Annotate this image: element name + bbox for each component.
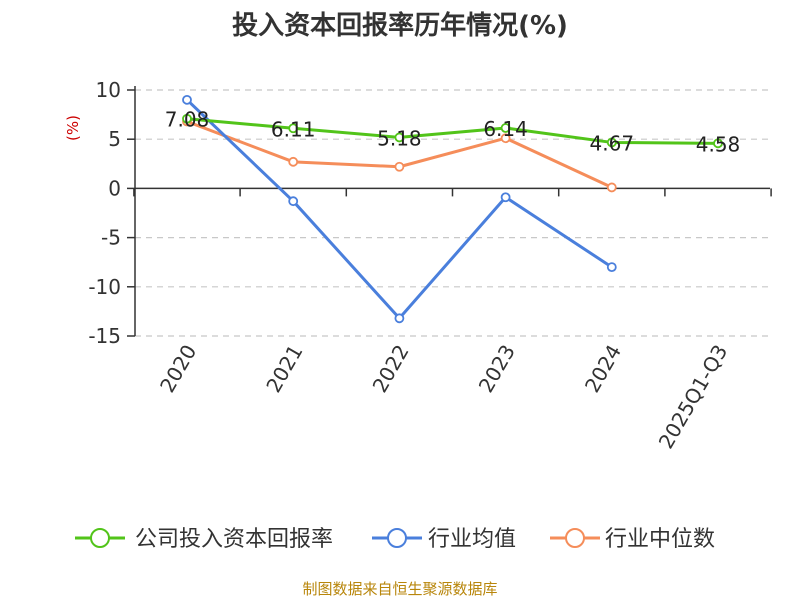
y-axis-unit-label: (%) [64,115,82,141]
data-labels: 7.08 6.11 5.18 6.14 4.67 4.58 [165,108,741,157]
series-lines [182,94,723,324]
legend: 公司投入资本回报率 行业均值 行业中位数 [75,527,715,552]
data-label: 4.67 [590,131,635,155]
legend-item: 行业中位数 [550,527,715,552]
data-label: 4.58 [696,132,741,156]
x-category-label: 2021 [261,341,307,397]
data-point [606,262,617,273]
x-category-label: 2024 [580,341,626,397]
series-line [186,117,719,145]
data-point [394,132,405,143]
y-tick-label: -10 [88,275,121,299]
legend-label: 公司投入资本回报率 [135,527,333,552]
data-point [288,196,299,207]
data-point [606,137,617,148]
data-point [394,161,405,172]
x-category-label: 2022 [367,341,413,397]
y-tick-label: 5 [108,127,121,151]
x-category-label: 2020 [155,341,201,397]
y-tick-label: -5 [101,226,121,250]
data-point [606,182,617,193]
legend-label: 行业中位数 [605,527,715,552]
data-point [288,156,299,167]
y-tick-label: -15 [88,324,121,348]
data-point [500,192,511,203]
series-1 [182,94,617,324]
data-point [713,138,723,149]
data-point [182,113,192,124]
legend-item: 公司投入资本回报率 [75,527,333,552]
data-point [500,123,511,133]
source-note: 制图数据来自恒生聚源数据库 [302,580,497,598]
data-label: 7.08 [165,108,210,132]
x-category-label: 2025Q1-Q3 [654,341,733,453]
legend-marker [387,528,407,548]
chart-title: 投入资本回报率历年情况(%) [232,10,568,41]
grid-lines [135,89,770,337]
data-point [500,133,511,144]
data-label: 6.11 [271,117,316,141]
y-tick-label: 0 [108,176,121,200]
data-point [288,123,299,134]
legend-item: 行业均值 [372,527,516,552]
series-0 [182,113,723,149]
data-label: 6.14 [483,117,528,141]
x-category-label: 2023 [474,341,520,397]
data-point [394,313,405,324]
legend-marker [565,528,585,548]
legend-label: 行业均值 [428,527,516,552]
y-tick-label: 10 [96,78,121,102]
data-point [182,94,192,105]
legend-marker [90,528,110,548]
data-label: 5.18 [377,126,422,150]
